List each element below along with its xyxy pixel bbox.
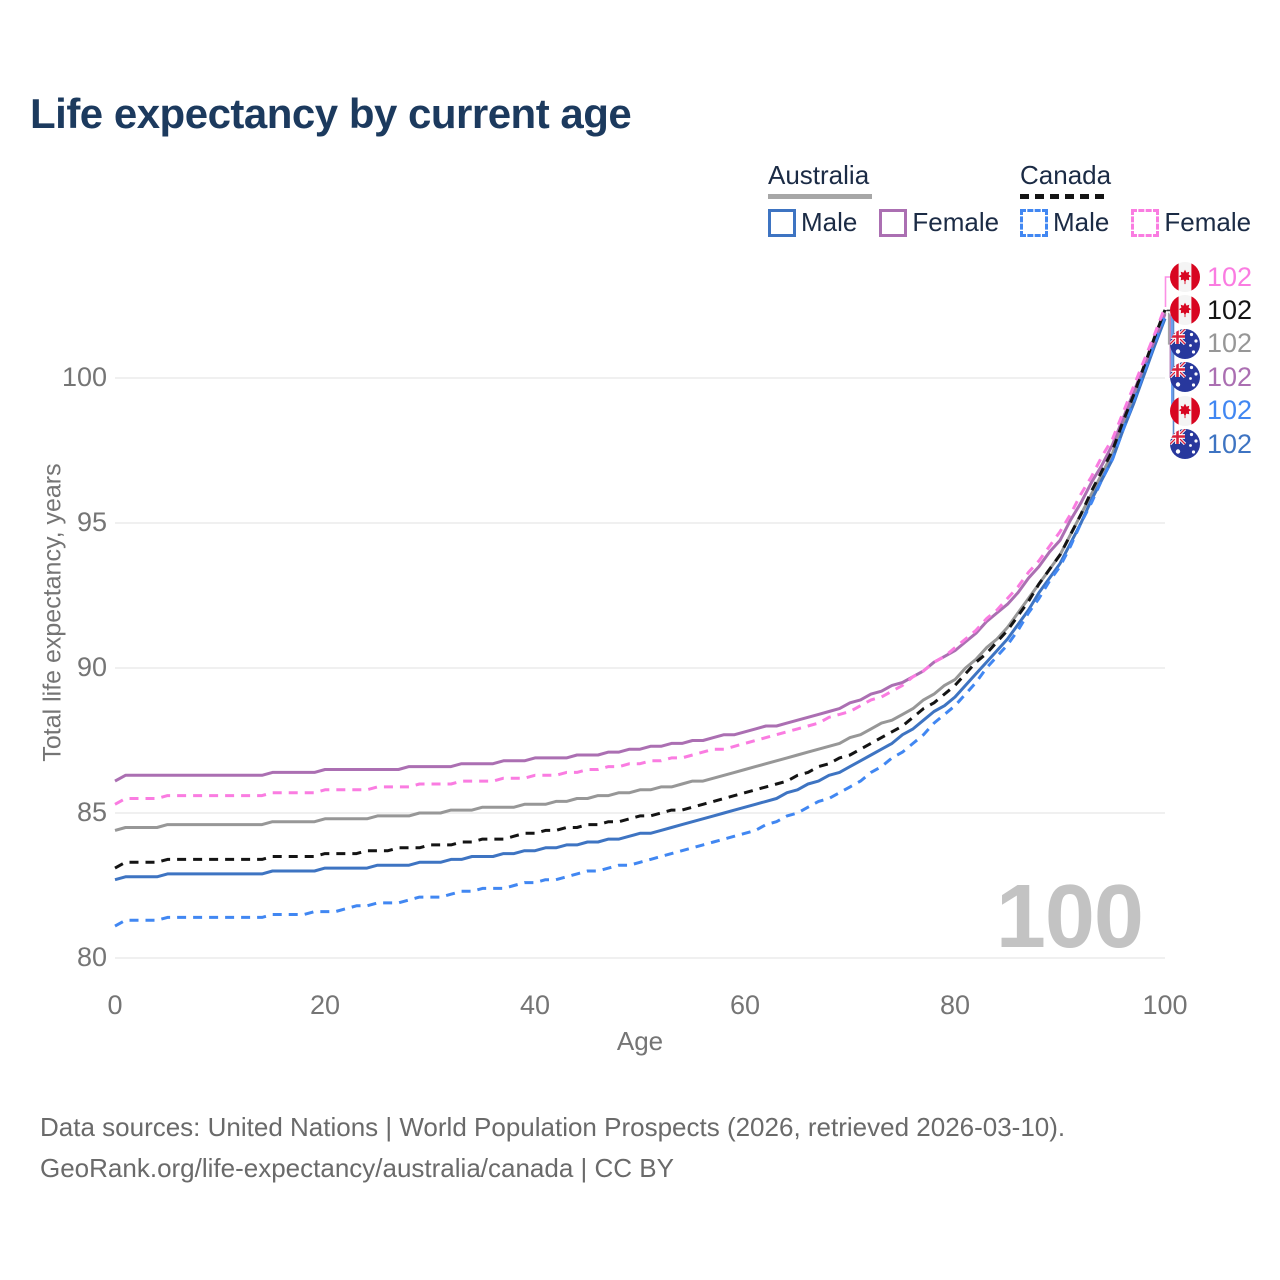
legend-australia-solid-line-sample — [768, 194, 872, 199]
canada-flag-icon — [1170, 295, 1200, 325]
hover-age-watermark: 100 — [995, 867, 1144, 967]
legend-canada-dashed-line-sample — [1020, 194, 1106, 199]
x-tick-label-80: 80 — [939, 990, 971, 1020]
y-tick-label-95: 95 — [76, 507, 107, 537]
legend-group-australia: Australia Male Female — [768, 160, 1018, 238]
series-line-canada-female[interactable] — [114, 306, 1167, 806]
canada-flag-icon — [1170, 262, 1200, 292]
series-line-australia-female[interactable] — [114, 313, 1167, 783]
legend-canada-label: Canada — [1020, 160, 1112, 190]
end-label-value: 102 — [1207, 361, 1253, 392]
x-axis-title: Age — [616, 1026, 664, 1056]
end-label-value: 102 — [1207, 328, 1253, 359]
series-line-australia-all[interactable] — [114, 312, 1167, 832]
canada-flag-icon — [1170, 396, 1200, 426]
legend-australia-male-label[interactable]: Male — [801, 207, 858, 237]
legend-swatch-australia-female[interactable] — [879, 208, 908, 237]
x-tick-label-100: 100 — [1142, 990, 1188, 1020]
x-tick-label-60: 60 — [729, 990, 761, 1020]
legend-swatch-australia-male[interactable] — [768, 208, 796, 237]
footer-attribution: GeoRank.org/life-expectancy/australia/ca… — [40, 1153, 674, 1183]
x-tick-label-40: 40 — [519, 990, 551, 1020]
series-line-canada-male[interactable] — [114, 315, 1167, 928]
legend-canada-female-label[interactable]: Female — [1164, 207, 1252, 237]
end-label-canada-all: 102 — [1170, 294, 1252, 326]
y-tick-label-85: 85 — [76, 797, 107, 827]
end-label-value: 102 — [1207, 261, 1253, 292]
legend-australia-label: Australia — [768, 160, 870, 190]
end-label-australia-all: 102 — [1170, 328, 1252, 360]
y-axis-title: Total life expectancy, years — [38, 463, 67, 762]
x-tick-label-0: 0 — [107, 990, 123, 1020]
series-line-canada-all[interactable] — [114, 309, 1167, 870]
legend-australia-female-label[interactable]: Female — [912, 207, 1000, 237]
end-label-canada-male: 102 — [1170, 395, 1252, 427]
legend-canada-male-label[interactable]: Male — [1053, 207, 1110, 237]
end-label-australia-male: 102 — [1170, 428, 1252, 460]
legend-swatch-canada-male[interactable] — [1020, 208, 1048, 237]
end-label-australia-female: 102 — [1170, 361, 1252, 393]
footer-data-sources: Data sources: United Nations | World Pop… — [40, 1112, 1066, 1142]
page-title: Life expectancy by current age — [30, 90, 632, 137]
footer: Data sources: United Nations | World Pop… — [40, 1107, 1065, 1189]
x-tick-label-20: 20 — [309, 990, 341, 1020]
australia-flag-icon — [1170, 429, 1200, 459]
legend-swatch-canada-female[interactable] — [1131, 208, 1160, 237]
australia-flag-icon — [1170, 362, 1200, 392]
y-tick-label-100: 100 — [61, 362, 107, 392]
legend-group-canada: Canada Male Female — [1020, 160, 1270, 238]
end-label-value: 102 — [1207, 294, 1253, 325]
end-label-canada-female: 102 — [1170, 261, 1252, 293]
australia-flag-icon — [1170, 329, 1200, 359]
end-label-value: 102 — [1207, 428, 1253, 459]
y-tick-label-80: 80 — [76, 942, 107, 972]
end-label-value: 102 — [1207, 395, 1253, 426]
y-tick-label-90: 90 — [76, 652, 107, 682]
series-line-australia-male[interactable] — [114, 318, 1167, 882]
